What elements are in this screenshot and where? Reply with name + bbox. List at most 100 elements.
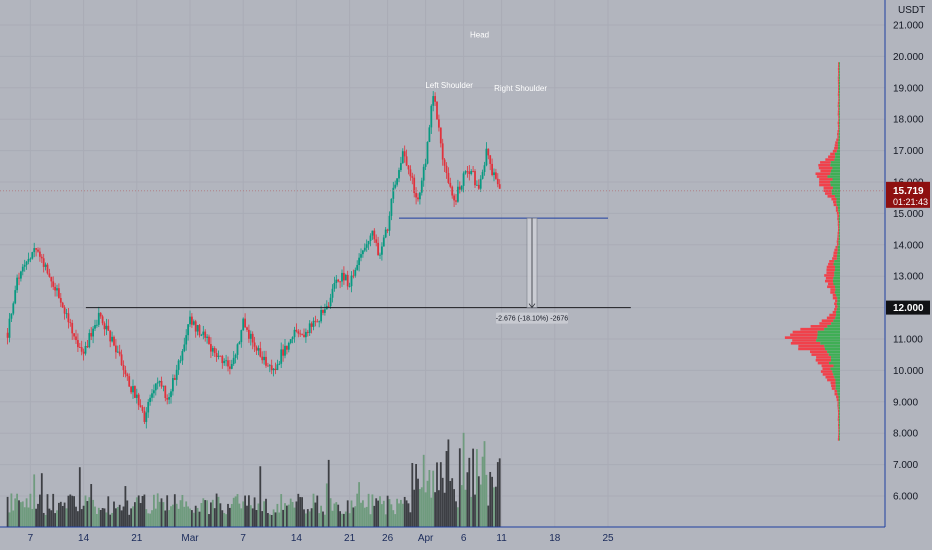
profile-sell xyxy=(810,325,828,328)
profile-sell xyxy=(831,387,836,390)
profile-buy xyxy=(830,180,840,184)
volume-bar xyxy=(362,500,364,527)
profile-sell xyxy=(838,62,839,65)
volume-bar xyxy=(77,511,79,527)
volume-bar xyxy=(90,484,93,527)
candle-body xyxy=(6,332,9,338)
profile-sell xyxy=(837,223,840,226)
profile-sell xyxy=(837,132,839,136)
volume-bar xyxy=(322,511,324,527)
profile-buy xyxy=(838,104,840,108)
candle-body xyxy=(263,356,265,361)
profile-sell xyxy=(836,243,839,246)
volume-bar xyxy=(405,500,408,527)
profile-sell xyxy=(837,418,839,421)
candle-body xyxy=(398,170,400,179)
volume-bar xyxy=(8,512,11,527)
profile-buy xyxy=(839,87,840,91)
profile-sell xyxy=(838,435,840,438)
volume-bar xyxy=(438,490,440,527)
profile-sell xyxy=(826,268,836,272)
volume-bar xyxy=(409,512,412,527)
volume-bar xyxy=(337,504,340,527)
volume-bar xyxy=(97,507,100,527)
candle-body xyxy=(27,259,30,262)
candle-body xyxy=(413,177,416,194)
price-axis[interactable]: USDT 21.00020.00019.00018.00017.00016.00… xyxy=(884,0,932,550)
profile-buy xyxy=(830,169,840,173)
profile-sell xyxy=(819,180,831,184)
volume-bar xyxy=(143,494,146,527)
volume-bar xyxy=(341,513,343,527)
profile-buy xyxy=(830,367,840,371)
measure-arrow-head xyxy=(528,303,536,309)
volume-bar xyxy=(139,503,142,527)
candle-body xyxy=(278,363,281,365)
candle-body xyxy=(268,365,271,367)
candle-body xyxy=(498,184,501,189)
profile-sell xyxy=(790,341,821,345)
candle-body xyxy=(382,237,385,247)
candle-body xyxy=(181,351,184,361)
time-axis[interactable]: 7 14 21 Mar 7 14 21 26 Apr 6 11 18 25 xyxy=(0,526,885,544)
candle-body xyxy=(291,337,294,340)
candle-body xyxy=(113,336,115,346)
candle-body xyxy=(42,258,45,267)
volume-bar xyxy=(329,498,332,527)
profile-buy xyxy=(839,127,840,130)
volume-bar xyxy=(373,505,376,527)
volume-bar xyxy=(173,494,176,527)
volume-bar xyxy=(39,494,41,527)
profile-buy xyxy=(834,152,840,156)
volume-bar xyxy=(303,509,305,527)
candle-body xyxy=(109,330,112,342)
candle-body xyxy=(154,383,157,391)
profile-sell xyxy=(835,245,838,249)
profile-buy xyxy=(839,67,840,71)
candle-body xyxy=(390,198,393,216)
candle-body xyxy=(208,336,210,345)
profile-buy xyxy=(839,101,840,105)
profile-sell xyxy=(832,257,837,260)
volume-bar xyxy=(350,500,353,527)
profile-buy xyxy=(837,144,840,147)
candle-body xyxy=(90,333,93,337)
volume-bar xyxy=(487,505,490,527)
candle-body xyxy=(314,320,317,322)
profile-buy xyxy=(834,274,840,277)
profile-sell xyxy=(792,339,817,342)
volume-bar xyxy=(94,506,96,527)
volume-bar xyxy=(122,506,125,527)
profile-sell xyxy=(838,65,840,68)
profile-buy xyxy=(836,310,840,314)
candle-body xyxy=(265,356,267,366)
volume-bar xyxy=(189,508,191,527)
price-tick-label: 6.000 xyxy=(893,492,918,503)
profile-sell xyxy=(826,316,836,320)
profile-buy xyxy=(839,412,840,416)
volume-bar xyxy=(42,512,45,527)
candle-body xyxy=(58,288,60,298)
volume-bar xyxy=(92,499,94,527)
volume-bar xyxy=(261,511,264,527)
profile-sell xyxy=(800,327,825,331)
profile-buy xyxy=(839,432,840,436)
volume-bar xyxy=(213,508,216,527)
volume-bar xyxy=(390,504,393,527)
profile-sell xyxy=(838,96,840,99)
candle-body xyxy=(375,239,378,243)
profile-sell xyxy=(822,373,834,376)
candle-body xyxy=(386,229,389,231)
candle-body xyxy=(299,333,302,335)
profile-sell xyxy=(838,115,840,119)
profile-buy xyxy=(834,375,840,379)
volume-bar xyxy=(14,498,17,527)
volume-bar xyxy=(179,500,182,527)
profile-buy xyxy=(838,243,840,246)
volume-bar xyxy=(244,495,246,527)
candle-body xyxy=(230,364,233,369)
volume-bar xyxy=(344,511,347,527)
candle-body xyxy=(343,272,345,281)
volume-bar xyxy=(183,506,186,527)
